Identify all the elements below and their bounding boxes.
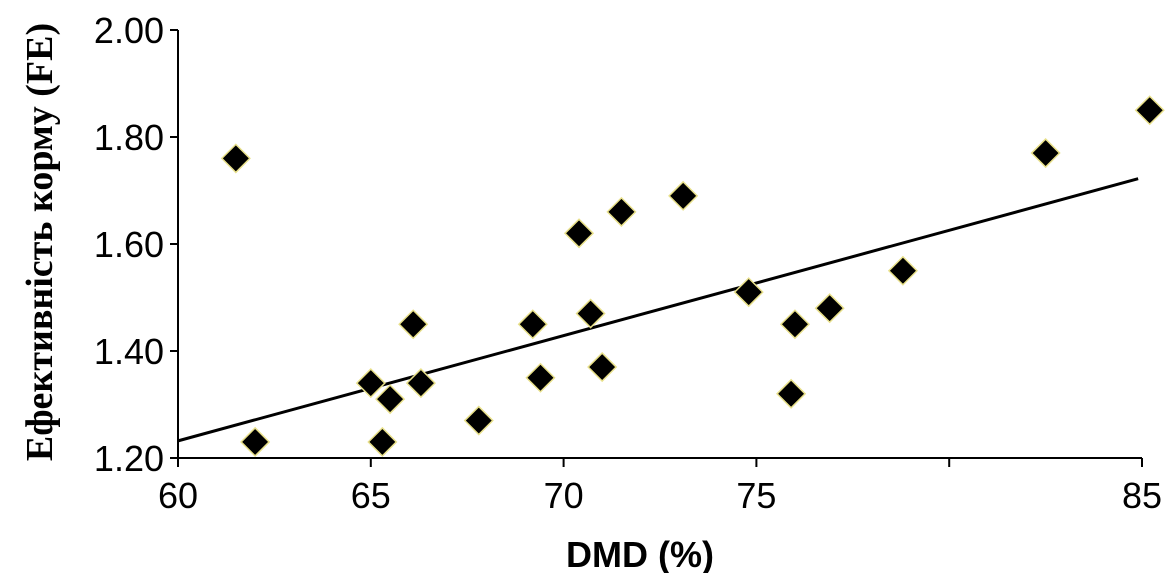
y-tick-label: 1.40 bbox=[94, 331, 164, 372]
data-point bbox=[668, 180, 699, 211]
data-point bbox=[587, 351, 618, 383]
data-point bbox=[563, 218, 595, 249]
y-tick-label: 1.80 bbox=[94, 117, 164, 158]
x-tick-label: 85 bbox=[1122, 475, 1162, 516]
data-point bbox=[1134, 95, 1165, 126]
data-point bbox=[375, 384, 406, 415]
data-point bbox=[776, 378, 807, 409]
y-tick-label: 1.20 bbox=[94, 438, 164, 479]
data-point bbox=[814, 293, 845, 324]
x-axis-ticks: 60 65 70 75 85 bbox=[158, 458, 1162, 516]
data-point bbox=[606, 196, 637, 227]
data-point bbox=[220, 143, 251, 174]
y-axis-label: Ефективність корму (FE) bbox=[19, 23, 61, 461]
data-point bbox=[517, 309, 548, 340]
y-tick-label: 1.60 bbox=[94, 224, 164, 265]
x-tick-label: 60 bbox=[158, 475, 198, 516]
x-axis-label: DMD (%) bbox=[566, 534, 714, 573]
data-point bbox=[398, 309, 429, 340]
data-point bbox=[1030, 137, 1061, 169]
trend-line bbox=[177, 177, 1139, 443]
x-tick-label: 75 bbox=[736, 475, 776, 516]
x-tick-label: 70 bbox=[544, 475, 584, 516]
data-point bbox=[779, 309, 811, 340]
data-point bbox=[575, 298, 606, 329]
data-point bbox=[887, 255, 918, 286]
data-point bbox=[355, 368, 386, 399]
data-point bbox=[405, 368, 436, 399]
data-point bbox=[240, 426, 271, 458]
data-point bbox=[733, 277, 764, 308]
y-tick-label: 2.00 bbox=[94, 10, 164, 51]
data-point bbox=[367, 426, 398, 458]
data-points bbox=[220, 95, 1165, 458]
x-tick-label: 65 bbox=[351, 475, 391, 516]
data-point bbox=[463, 405, 494, 436]
data-point bbox=[525, 362, 556, 393]
y-axis-ticks: 1.20 1.40 1.60 1.80 2.00 bbox=[94, 10, 178, 479]
